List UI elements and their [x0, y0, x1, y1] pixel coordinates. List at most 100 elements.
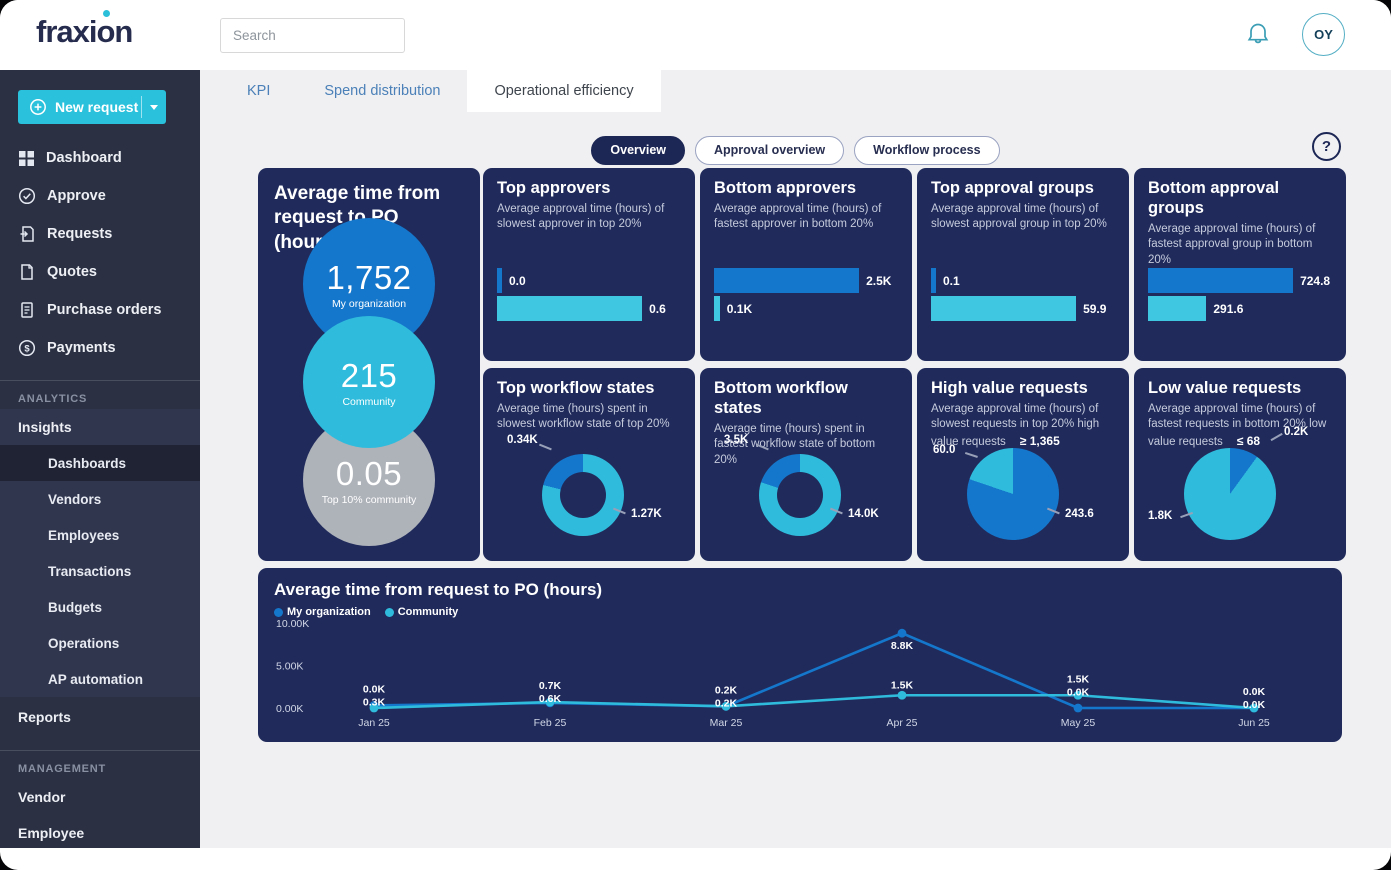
pill-approval-overview[interactable]: Approval overview: [695, 136, 845, 165]
request-doc-icon: [20, 226, 34, 242]
threshold-value: ≥ 1,365: [1019, 433, 1060, 448]
card-title: Bottom approvers: [714, 179, 857, 197]
help-icon[interactable]: ?: [1312, 132, 1341, 161]
card-low-value-requests: Low value requests Average approval time…: [1134, 368, 1346, 561]
svg-text:0.0K: 0.0K: [1243, 686, 1266, 698]
sidebar-item-employees[interactable]: Employees: [48, 527, 120, 543]
sidebar-item-quotes[interactable]: Quotes: [0, 253, 200, 291]
search-box: [220, 18, 412, 53]
card-title: Bottom approval groups: [1148, 179, 1280, 217]
slice-label: 243.6: [1065, 508, 1094, 520]
pie-chart: 0.2K 1.8K: [1134, 368, 1346, 561]
legend-item-my-organization: My organization: [274, 606, 371, 618]
tab-kpi[interactable]: KPI: [247, 83, 271, 99]
svg-text:$: $: [24, 344, 30, 355]
kpi-label: Community: [342, 395, 396, 408]
card-title: Bottom workflow states: [714, 379, 848, 417]
pill-overview[interactable]: Overview: [591, 136, 685, 165]
svg-text:0.2K: 0.2K: [715, 684, 738, 696]
sidebar-divider: [0, 750, 200, 751]
chevron-down-icon: [150, 104, 158, 110]
svg-text:0.00K: 0.00K: [276, 703, 303, 715]
card-trend-avg-time: Average time from request to PO (hours) …: [258, 568, 1342, 742]
sidebar-item-requests[interactable]: Requests: [0, 215, 200, 253]
sidebar-item-employee[interactable]: Employee: [18, 825, 85, 841]
slice-label: 14.0K: [848, 508, 879, 520]
sidebar-item-approve[interactable]: Approve: [0, 177, 200, 215]
notification-bell-icon[interactable]: [1245, 21, 1271, 49]
sidebar-item-payments[interactable]: $ Payments: [0, 329, 200, 367]
top-bar: fraxion OY: [0, 0, 1391, 70]
svg-text:0.0K: 0.0K: [1243, 699, 1266, 711]
sidebar-item-label: Requests: [47, 226, 113, 242]
sidebar-item-label: Purchase orders: [47, 302, 162, 318]
logo-text-end: n: [114, 14, 133, 49]
payments-dollar-icon: $: [18, 339, 36, 357]
card-subtitle: Average approval time (hours) of fastest…: [1148, 222, 1316, 266]
bar-chart: 0.1 59.9: [931, 268, 1117, 324]
sidebar-item-reports[interactable]: Reports: [18, 709, 71, 725]
sidebar-item-transactions[interactable]: Transactions: [48, 563, 132, 579]
card-top-workflow-states: Top workflow states Average time (hours)…: [483, 368, 695, 561]
bar-value-label: 0.0: [509, 273, 526, 288]
slice-label: 60.0: [933, 444, 956, 456]
bar-value-label: 2.5K: [866, 273, 892, 288]
bar-chart: 724.8 291.6: [1148, 268, 1334, 324]
label-leader-line: [756, 443, 769, 450]
card-top-approvers: Top approvers Average approval time (hou…: [483, 168, 695, 361]
pie-disc: [967, 448, 1059, 540]
card-avg-time-request-to-po: Average time from request to PO (hours) …: [258, 168, 480, 561]
card-subtitle: Average approval time (hours) of slowest…: [917, 399, 1129, 451]
subtitle-text: Average approval time (hours) of slowest…: [931, 402, 1100, 448]
search-input[interactable]: [231, 27, 412, 44]
sidebar-item-vendors[interactable]: Vendors: [48, 491, 102, 507]
new-request-button[interactable]: New request: [18, 90, 166, 124]
purchase-order-icon: [21, 302, 33, 318]
threshold-value: ≤ 68: [1236, 433, 1261, 448]
content-area: KPI Spend distribution Operational effic…: [200, 70, 1391, 848]
sidebar-item-vendor[interactable]: Vendor: [18, 789, 66, 805]
tab-operational-efficiency[interactable]: Operational efficiency: [467, 70, 661, 112]
svg-text:Feb 25: Feb 25: [534, 717, 567, 729]
tab-spend-distribution[interactable]: Spend distribution: [324, 83, 441, 99]
bar: [1148, 296, 1207, 321]
pill-workflow-process[interactable]: Workflow process: [854, 136, 1000, 165]
new-request-label: New request: [55, 99, 139, 115]
donut-hole: [777, 472, 823, 518]
avatar-initials: OY: [1314, 27, 1333, 42]
slice-label: 0.34K: [507, 434, 538, 446]
new-request-main[interactable]: New request: [18, 98, 141, 116]
svg-text:0.2K: 0.2K: [715, 697, 738, 709]
chart-legend: My organization Community: [274, 606, 458, 618]
app-logo: fraxion: [36, 14, 133, 50]
card-subtitle: Average time (hours) spent in fastest wo…: [714, 422, 876, 466]
bar-row: 0.6: [497, 296, 683, 321]
sidebar-item-purchase-orders[interactable]: Purchase orders: [0, 291, 200, 329]
card-high-value-requests: High value requests Average approval tim…: [917, 368, 1129, 561]
sidebar-item-dashboard[interactable]: Dashboard: [0, 139, 200, 177]
quote-doc-icon: [21, 264, 33, 280]
kpi-value: 0.05: [335, 454, 403, 492]
management-section-label: MANAGEMENT: [18, 763, 107, 775]
avatar[interactable]: OY: [1302, 13, 1345, 56]
new-request-dropdown[interactable]: [142, 104, 166, 110]
sidebar-item-insights[interactable]: Insights: [18, 419, 72, 435]
sidebar-item-ap-automation[interactable]: AP automation: [48, 671, 144, 687]
card-title: Average time from request to PO (hours): [274, 580, 603, 599]
kpi-circle: 215 Community: [303, 316, 435, 448]
bar-row: 2.5K: [714, 268, 900, 293]
sidebar-item-budgets[interactable]: Budgets: [48, 599, 102, 615]
bar-row: 724.8: [1148, 268, 1334, 293]
legend-dot-icon: [274, 607, 283, 617]
card-title: Top approvers: [497, 179, 611, 197]
slice-label: 1.27K: [631, 508, 662, 520]
svg-text:Jan 25: Jan 25: [358, 717, 390, 729]
card-bottom-approvers: Bottom approvers Average approval time (…: [700, 168, 912, 361]
bar-value-label: 0.6: [649, 301, 666, 316]
sidebar-item-operations[interactable]: Operations: [48, 635, 120, 651]
sidebar-item-dashboards[interactable]: Dashboards: [0, 445, 200, 481]
bar-row: 0.1K: [714, 296, 900, 321]
bar: [714, 268, 860, 293]
trend-line-svg: 10.00K 5.00K 0.00K Jan 25 Feb 25 Mar 25 Apr 25…: [276, 618, 1270, 729]
